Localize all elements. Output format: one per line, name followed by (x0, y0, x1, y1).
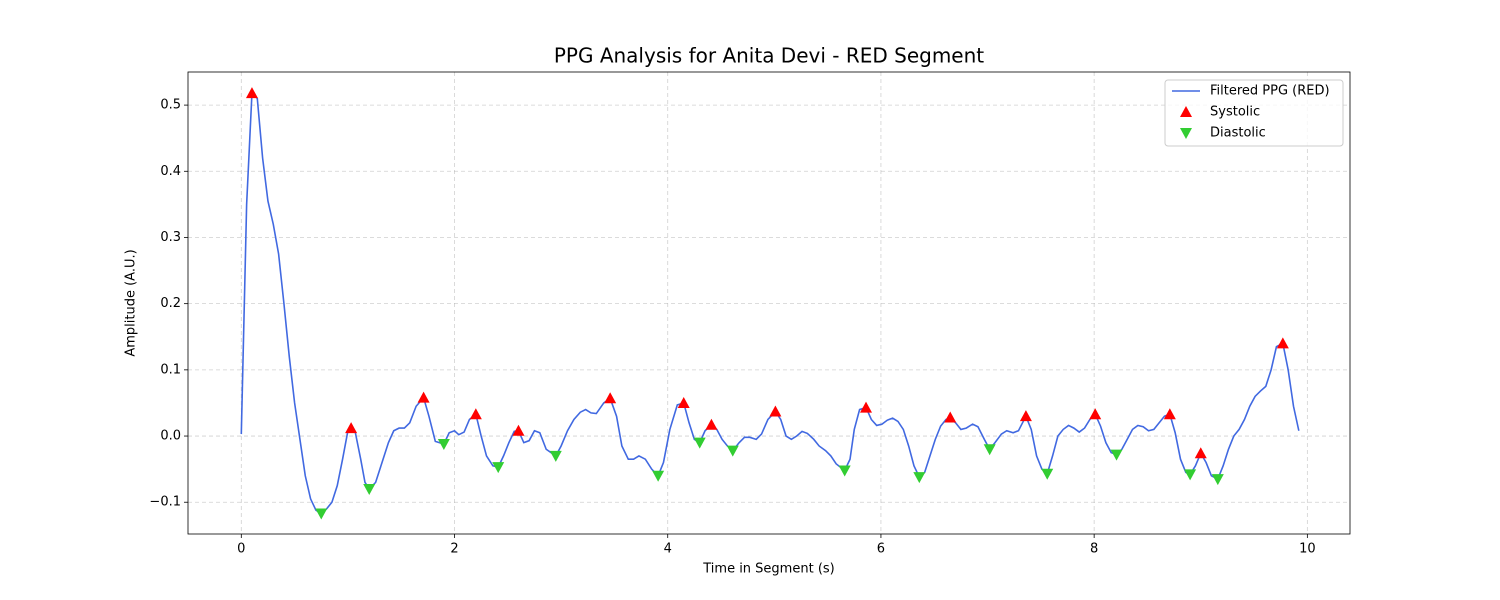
diastolic-marker (492, 462, 505, 474)
systolic-marker (677, 396, 690, 408)
y-tick-label: 0.3 (160, 230, 181, 245)
systolic-marker (769, 405, 782, 417)
diastolic-marker (549, 450, 562, 462)
y-tick-label: 0.0 (160, 429, 181, 444)
legend-label: Diastolic (1210, 126, 1266, 141)
legend-box (1164, 79, 1344, 147)
plot-frame (187, 71, 1351, 535)
y-tick-label: −0.1 (149, 495, 181, 510)
x-tick-label: 6 (877, 542, 885, 557)
x-tick-label: 10 (1299, 542, 1316, 557)
systolic-marker (860, 401, 873, 413)
diastolic-marker (726, 445, 739, 457)
x-axis-label: Time in Segment (s) (702, 562, 834, 577)
systolic-marker (512, 424, 525, 436)
diastolic-marker (363, 483, 376, 495)
diastolic-marker (1110, 449, 1123, 461)
diastolic-marker (1041, 468, 1054, 480)
legend-label: Systolic (1210, 105, 1260, 120)
diastolic-marker (1184, 469, 1197, 481)
diastolic-marker (693, 437, 706, 449)
systolic-marker (469, 408, 482, 420)
diastolic-marker (652, 470, 665, 482)
legend-label: Filtered PPG (RED) (1210, 84, 1330, 99)
systolic-marker (345, 422, 358, 434)
diastolic-marker (1211, 474, 1224, 486)
diastolic-marker (913, 472, 926, 484)
systolic-marker (245, 87, 258, 99)
y-tick-label: 0.1 (160, 362, 181, 377)
diastolic-marker (838, 465, 851, 477)
x-tick-label: 2 (450, 542, 458, 557)
y-tick-label: 0.5 (160, 98, 181, 113)
diastolic-marker (315, 508, 328, 520)
systolic-marker (1163, 408, 1176, 420)
legend-marker (1180, 106, 1192, 117)
x-tick-label: 0 (237, 542, 245, 557)
diastolic-marker (983, 444, 996, 456)
x-tick-label: 8 (1090, 542, 1098, 557)
systolic-marker (944, 411, 957, 423)
ppg-line (240, 91, 1300, 515)
systolic-marker (604, 392, 617, 404)
diastolic-marker (437, 438, 450, 450)
y-axis-label: Amplitude (A.U.) (124, 249, 139, 356)
y-tick-label: 0.4 (160, 164, 181, 179)
systolic-marker (1089, 408, 1102, 420)
y-tick-label: 0.2 (160, 296, 181, 311)
chart-title: PPG Analysis for Anita Devi - RED Segmen… (554, 44, 984, 68)
systolic-marker (1194, 447, 1207, 459)
systolic-marker (1276, 337, 1289, 349)
x-tick-label: 4 (664, 542, 672, 557)
systolic-marker (417, 391, 430, 403)
systolic-marker (1019, 410, 1032, 422)
systolic-marker (705, 418, 718, 430)
legend-marker (1180, 128, 1192, 139)
